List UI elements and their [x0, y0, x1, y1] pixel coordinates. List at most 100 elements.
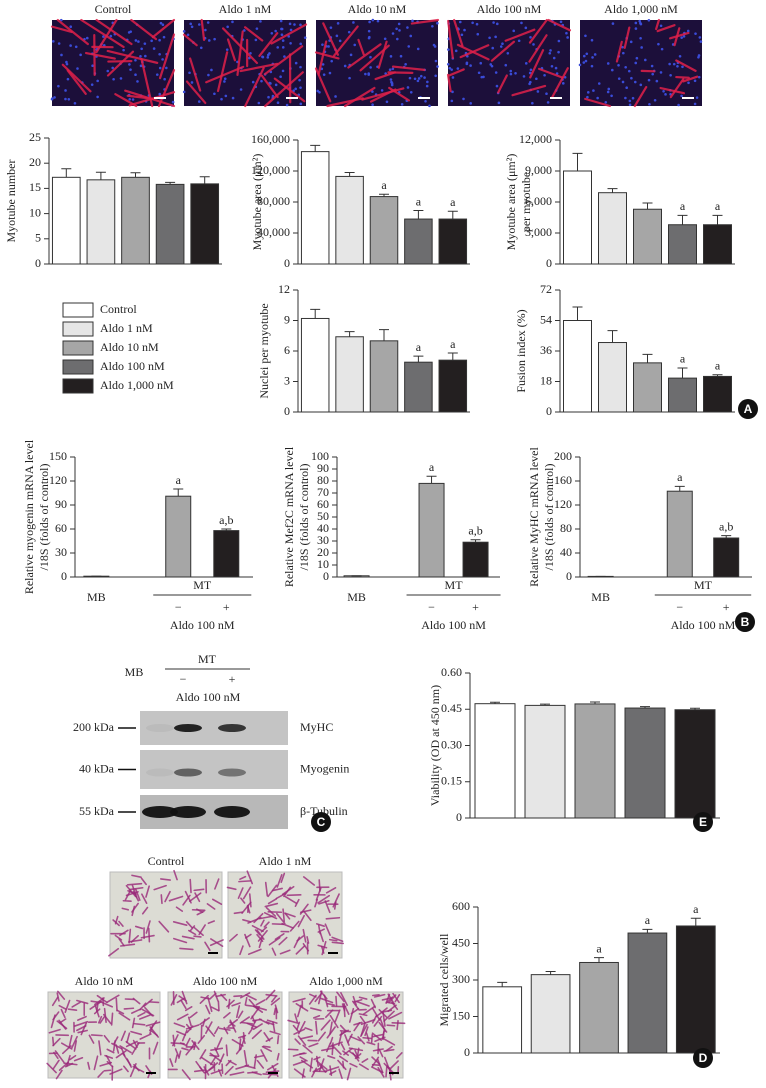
- nucleus: [557, 39, 561, 43]
- nucleus: [668, 62, 671, 66]
- nucleus: [554, 66, 558, 70]
- nucleus: [397, 22, 401, 26]
- nucleus: [448, 66, 452, 70]
- error-bar: [690, 707, 700, 710]
- group-label: MT: [694, 578, 713, 592]
- cell: [145, 920, 151, 934]
- cell: [297, 914, 305, 928]
- cell: [360, 1022, 366, 1036]
- cell: [347, 1033, 353, 1043]
- y-tick-label: 120: [49, 473, 67, 487]
- cell: [209, 992, 217, 1000]
- myotube: [547, 18, 572, 32]
- nucleus: [660, 47, 664, 51]
- nucleus: [559, 20, 563, 24]
- cell: [120, 1030, 126, 1042]
- nucleus: [469, 102, 472, 105]
- error-bar: [590, 701, 600, 704]
- cell: [97, 1070, 104, 1078]
- nucleus: [69, 44, 72, 47]
- nucleus: [159, 21, 163, 25]
- cell: [317, 928, 325, 933]
- cell: [153, 884, 167, 891]
- cell: [325, 916, 341, 920]
- nucleus: [495, 22, 499, 26]
- nucleus: [134, 39, 138, 42]
- y-tick-label: 3: [284, 373, 290, 387]
- myotube: [130, 18, 158, 41]
- cell: [88, 1034, 95, 1044]
- cell: [115, 1050, 127, 1059]
- y-axis-label: Nuclei per myotube: [257, 303, 271, 398]
- cell: [130, 935, 139, 943]
- cell: [237, 887, 244, 899]
- error-bar: [447, 352, 458, 361]
- nucleus: [231, 20, 234, 24]
- myotube: [200, 18, 206, 41]
- cell: [370, 1033, 374, 1044]
- cell: [294, 1038, 301, 1045]
- micrograph-bg: [316, 20, 438, 106]
- cell: [196, 910, 205, 916]
- nucleus: [69, 25, 73, 28]
- cell: [90, 1034, 103, 1037]
- cell: [53, 1051, 59, 1060]
- nucleus: [693, 79, 697, 83]
- cell: [204, 941, 211, 952]
- y-tick-label: 0.15: [441, 774, 462, 788]
- error-bar: [712, 374, 723, 377]
- nucleus: [390, 83, 394, 87]
- y-tick-label: 0: [284, 256, 290, 270]
- bar: [86, 179, 116, 265]
- nucleus: [376, 19, 380, 23]
- nucleus: [371, 90, 374, 93]
- nucleus: [385, 100, 389, 104]
- x-tick-label: −: [428, 600, 435, 614]
- cell: [281, 885, 295, 896]
- annotation: a: [677, 470, 683, 484]
- myotube: [446, 73, 452, 93]
- cell: [242, 1031, 246, 1040]
- myotube: [357, 38, 365, 56]
- nucleus: [189, 22, 193, 26]
- nucleus: [231, 96, 235, 100]
- nucleus: [680, 36, 683, 39]
- annotation: a,b: [719, 519, 733, 533]
- myotube: [326, 97, 364, 108]
- cell: [206, 903, 216, 910]
- nucleus: [316, 89, 320, 93]
- myotube: [182, 33, 198, 47]
- cell: [276, 874, 283, 888]
- bar: [404, 218, 433, 265]
- cell: [172, 920, 188, 927]
- myotube: [410, 18, 440, 25]
- protein-label: Myogenin: [300, 761, 349, 775]
- cell: [210, 1006, 220, 1012]
- nucleus: [106, 69, 110, 73]
- nucleus: [634, 21, 638, 25]
- nucleus: [220, 97, 223, 101]
- cell: [109, 1068, 123, 1075]
- cell: [52, 1059, 60, 1070]
- blot-band: [174, 724, 202, 732]
- bar: [51, 176, 81, 265]
- myotube: [682, 75, 699, 83]
- cell: [204, 1066, 215, 1074]
- cell: [362, 1036, 373, 1040]
- micrograph: [578, 18, 703, 108]
- cell: [242, 919, 252, 923]
- cell: [129, 1063, 137, 1078]
- lane-label: +: [229, 672, 236, 686]
- nucleus: [182, 90, 186, 94]
- cell: [329, 1014, 339, 1029]
- cell: [312, 1066, 324, 1073]
- bar: [579, 961, 619, 1054]
- nucleus: [447, 48, 450, 51]
- nucleus: [489, 63, 493, 66]
- nucleus: [528, 82, 531, 86]
- nucleus: [321, 63, 325, 66]
- myotube: [584, 97, 611, 108]
- y-tick-label: 0.60: [441, 665, 462, 679]
- bar: [300, 317, 330, 413]
